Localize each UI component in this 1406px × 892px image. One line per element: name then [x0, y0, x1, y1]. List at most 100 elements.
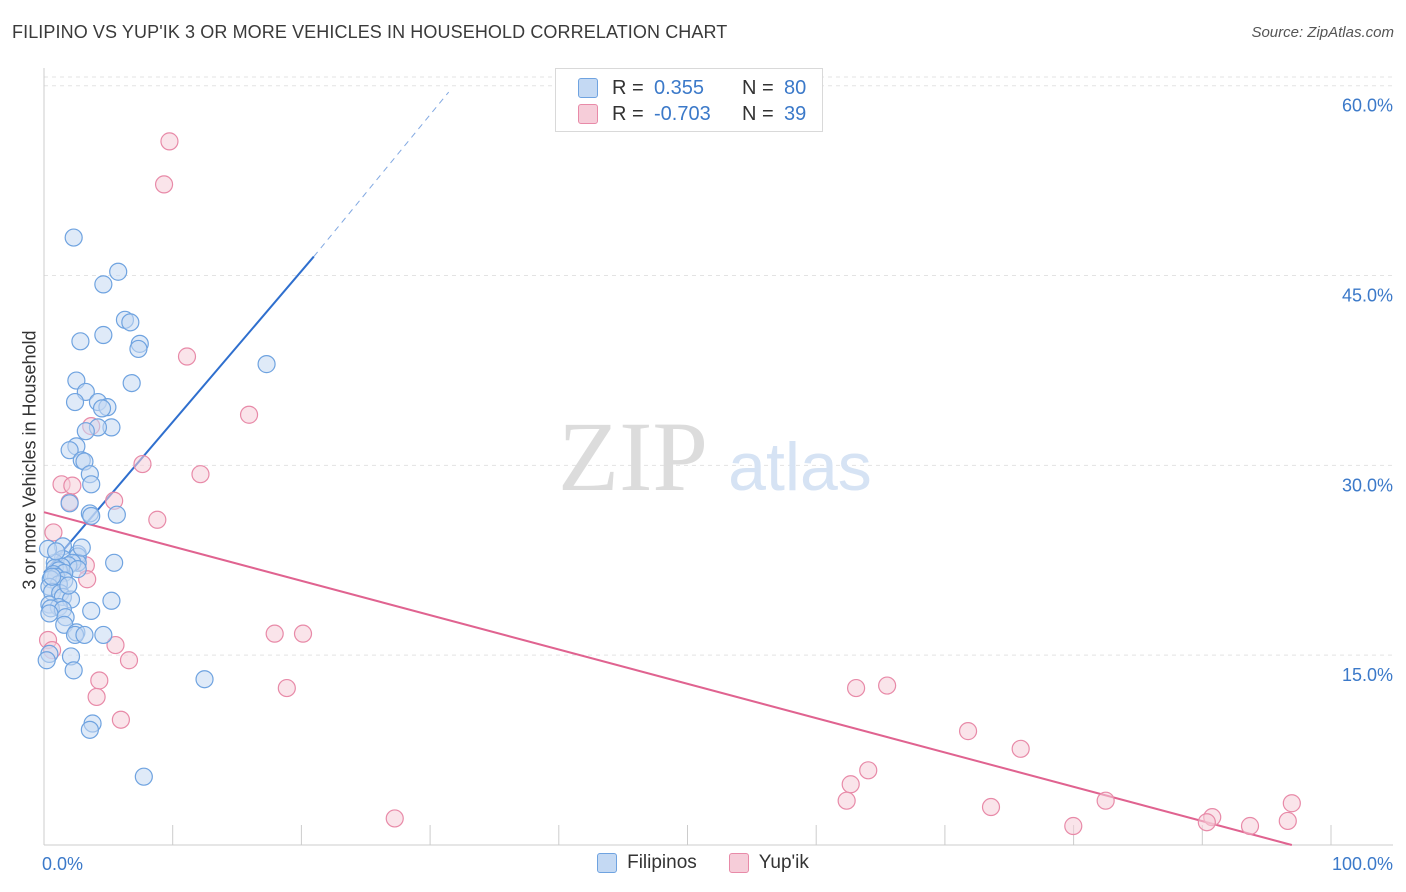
data-points: [37, 132, 1301, 836]
source-credit: Source: ZipAtlas.com: [1251, 24, 1394, 41]
point-filipinos: [59, 576, 78, 595]
axes: [43, 68, 1393, 846]
point-filipinos: [94, 325, 113, 345]
point-filipinos: [105, 553, 124, 572]
point-yupik: [191, 465, 210, 484]
legend-label-yupik: Yup'ik: [758, 852, 809, 873]
legend-n-label: N =: [742, 102, 774, 125]
point-yupik: [63, 476, 82, 495]
legend-n-label: N =: [742, 76, 774, 99]
point-filipinos: [122, 373, 141, 393]
y-tick-label: 45.0%: [1342, 286, 1393, 306]
legend-row-filipinos: R = 0.355 N = 80: [578, 75, 806, 101]
point-filipinos: [40, 604, 59, 623]
point-filipinos: [82, 601, 101, 620]
point-filipinos: [80, 720, 99, 739]
point-filipinos: [94, 625, 113, 645]
series-legend: Filipinos Yup'ik: [0, 852, 1406, 874]
point-yupik: [177, 347, 197, 366]
point-filipinos: [109, 262, 128, 281]
point-filipinos: [82, 506, 101, 526]
point-filipinos: [37, 651, 56, 670]
point-filipinos: [121, 313, 140, 332]
point-filipinos: [107, 505, 126, 524]
point-filipinos: [72, 538, 91, 557]
stats-legend: R = 0.355 N = 80 R = -0.703 N = 39: [555, 68, 823, 132]
point-yupik: [859, 761, 878, 780]
point-yupik: [385, 809, 404, 828]
trend-line-filipinos: [43, 255, 315, 574]
y-tick-label: 15.0%: [1342, 665, 1393, 685]
legend-item-yupik: Yup'ik: [728, 852, 809, 874]
trend-extension-filipinos: [313, 91, 450, 257]
x-tick-label: 0.0%: [42, 854, 83, 874]
point-yupik: [133, 454, 152, 474]
point-yupik: [1197, 813, 1216, 832]
watermark-atlas: atlas: [728, 429, 872, 505]
point-yupik: [878, 676, 897, 695]
legend-n-value: 39: [784, 102, 807, 125]
point-filipinos: [76, 422, 95, 441]
point-yupik: [160, 132, 179, 151]
gridlines: [44, 76, 1393, 656]
point-yupik: [90, 671, 109, 690]
point-filipinos: [60, 494, 79, 513]
point-yupik: [981, 797, 1001, 817]
point-yupik: [106, 635, 125, 655]
point-yupik: [111, 710, 130, 729]
point-yupik: [1278, 811, 1297, 831]
point-yupik: [154, 175, 174, 194]
point-yupik: [293, 624, 313, 643]
legend-swatch-yupik: [728, 853, 749, 873]
point-yupik: [239, 405, 259, 424]
trend-line-yupik: [43, 511, 1293, 846]
point-filipinos: [47, 542, 66, 561]
point-yupik: [958, 722, 978, 741]
legend-swatch-yupik: [578, 104, 598, 124]
point-filipinos: [64, 228, 83, 247]
point-filipinos: [102, 591, 121, 610]
point-yupik: [1096, 791, 1115, 810]
legend-r-label: R =: [612, 102, 644, 125]
legend-n-value: 80: [784, 76, 807, 99]
point-filipinos: [92, 399, 112, 418]
point-filipinos: [134, 767, 153, 786]
point-filipinos: [65, 392, 85, 412]
point-yupik: [87, 687, 106, 707]
point-yupik: [1282, 794, 1301, 813]
point-filipinos: [71, 332, 90, 351]
point-filipinos: [64, 661, 83, 680]
point-filipinos: [42, 567, 62, 586]
point-filipinos: [257, 355, 276, 374]
y-tick-label: 60.0%: [1342, 96, 1393, 116]
legend-item-filipinos: Filipinos: [597, 852, 697, 874]
point-yupik: [265, 624, 284, 643]
watermark: ZIP atlas: [558, 401, 872, 512]
point-filipinos: [60, 441, 79, 460]
legend-row-yupik: R = -0.703 N = 39: [578, 101, 806, 127]
point-yupik: [119, 651, 139, 670]
legend-label-filipinos: Filipinos: [627, 852, 697, 873]
tick-labels: 15.0% 30.0% 45.0% 60.0% 0.0% 100.0%: [42, 96, 1393, 874]
point-yupik: [1240, 816, 1260, 836]
y-axis-label: 3 or more Vehicles in Household: [19, 330, 40, 590]
point-yupik: [44, 523, 63, 542]
watermark-zip: ZIP: [558, 401, 708, 512]
point-filipinos: [195, 670, 214, 689]
y-tick-label: 30.0%: [1342, 475, 1393, 495]
point-filipinos: [75, 625, 94, 645]
legend-r-value: -0.703: [654, 102, 711, 125]
x-tick-label: 100.0%: [1332, 854, 1393, 874]
point-yupik: [1011, 739, 1030, 758]
point-filipinos: [94, 275, 113, 294]
point-filipinos: [129, 339, 148, 359]
point-yupik: [841, 775, 860, 794]
point-yupik: [1064, 816, 1083, 836]
legend-swatch-filipinos: [597, 853, 618, 873]
chart-title: FILIPINO VS YUP'IK 3 OR MORE VEHICLES IN…: [12, 22, 728, 42]
legend-r-value: 0.355: [654, 76, 705, 99]
legend-r-label: R =: [612, 76, 644, 99]
point-yupik: [846, 678, 866, 698]
point-yupik: [148, 510, 167, 529]
